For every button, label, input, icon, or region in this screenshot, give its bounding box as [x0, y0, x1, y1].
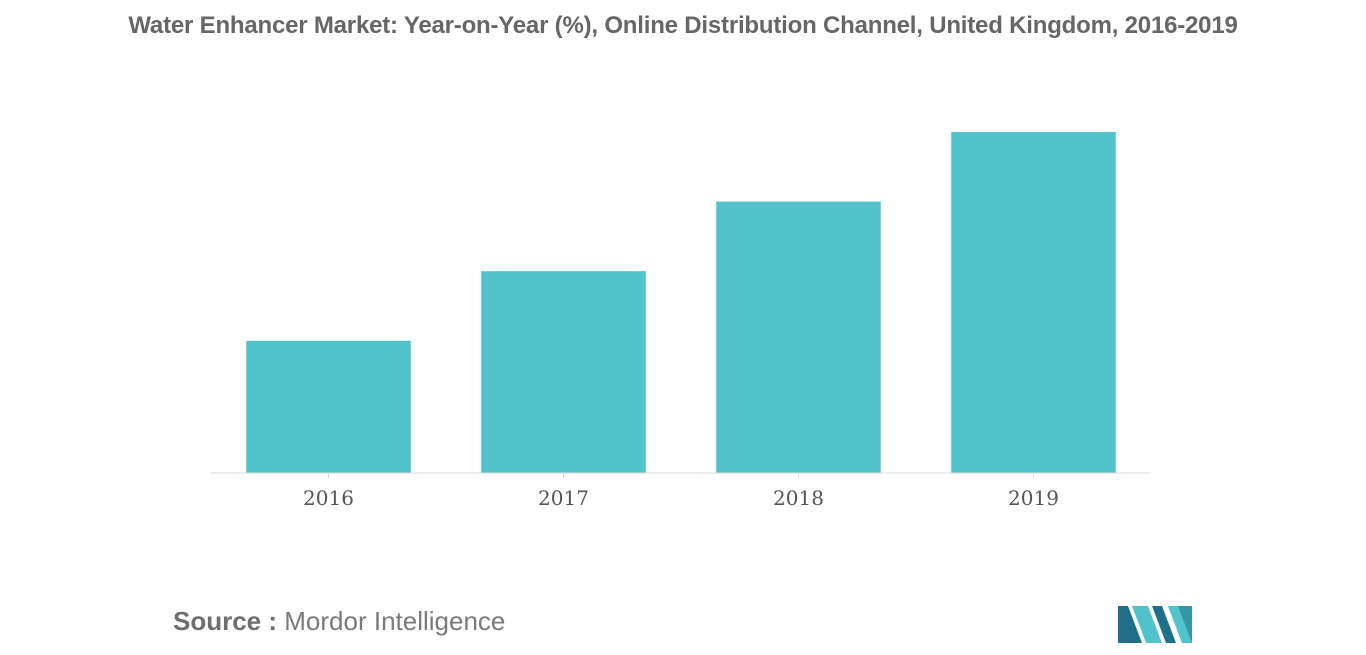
- x-tick-label: 2018: [773, 486, 824, 510]
- source-text: Mordor Intelligence: [284, 606, 506, 636]
- x-tick-label: 2019: [1008, 486, 1059, 510]
- bars-layer: [246, 131, 1116, 473]
- source-note: Source : Mordor Intelligence: [173, 606, 505, 637]
- chart-title: Water Enhancer Market: Year-on-Year (%),…: [128, 12, 1238, 39]
- mordor-intelligence-logo-icon: [1118, 606, 1192, 643]
- x-tick-label: 2016: [303, 486, 354, 510]
- source-label: Source :: [173, 606, 278, 636]
- bar-2017: [481, 271, 646, 473]
- x-tick-label: 2017: [538, 486, 589, 510]
- bar-2018: [716, 201, 881, 473]
- bar-2016: [246, 340, 411, 473]
- bar-2019: [951, 131, 1116, 473]
- ticks-layer: 2016 2017 2018 2019: [303, 473, 1059, 510]
